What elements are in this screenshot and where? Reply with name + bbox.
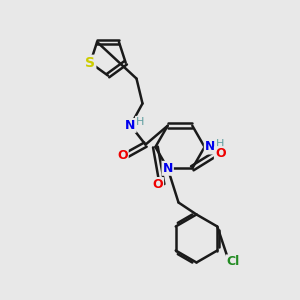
Text: Cl: Cl (226, 255, 240, 268)
Text: H: H (136, 117, 144, 127)
Text: H: H (215, 139, 224, 149)
Text: N: N (163, 162, 173, 175)
Text: O: O (152, 178, 163, 191)
Text: O: O (215, 147, 226, 160)
Text: N: N (125, 119, 136, 132)
Text: N: N (205, 140, 215, 154)
Text: O: O (117, 149, 128, 162)
Text: S: S (85, 56, 95, 70)
